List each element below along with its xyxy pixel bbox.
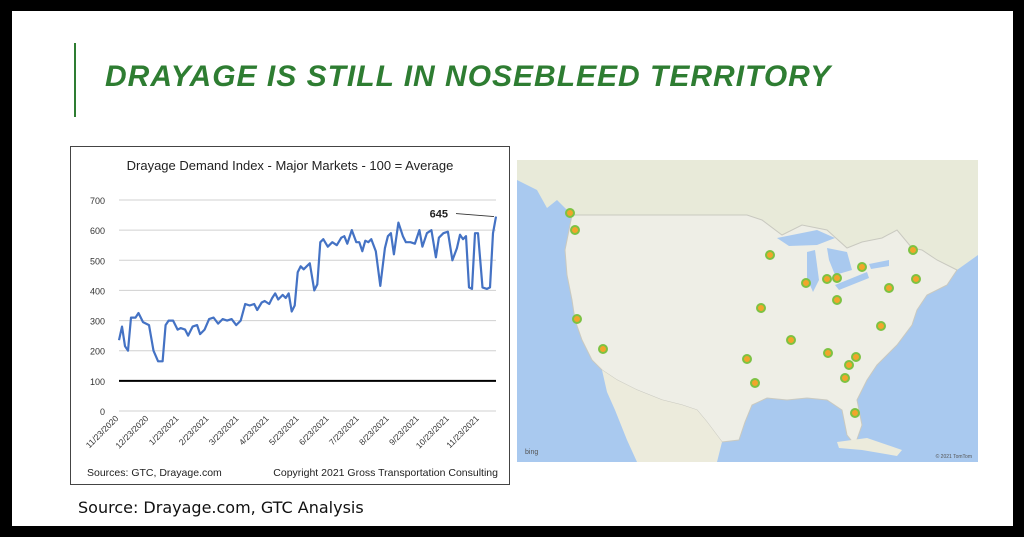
y-tick-label: 400 [90, 286, 105, 296]
market-marker[interactable] [840, 373, 850, 383]
market-marker[interactable] [850, 408, 860, 418]
y-tick-label: 300 [90, 317, 105, 327]
x-tick-label: 8/23/2021 [357, 413, 391, 447]
market-marker[interactable] [884, 283, 894, 293]
map-copyright: © 2021 TomTom [936, 453, 972, 460]
x-tick-label: 3/23/2021 [207, 413, 241, 447]
market-marker[interactable] [823, 348, 833, 358]
market-marker[interactable] [565, 208, 575, 218]
chart-footer-copyright: Copyright 2021 Gross Transportation Cons… [273, 467, 498, 479]
market-marker[interactable] [851, 352, 861, 362]
market-marker[interactable] [832, 295, 842, 305]
market-marker[interactable] [908, 245, 918, 255]
chart-panel: Drayage Demand Index - Major Markets - 1… [70, 146, 510, 485]
x-tick-label: 11/23/2021 [444, 413, 481, 450]
market-marker[interactable] [822, 274, 832, 284]
market-marker[interactable] [598, 344, 608, 354]
market-marker[interactable] [844, 360, 854, 370]
y-tick-label: 500 [90, 256, 105, 266]
chart-title: Drayage Demand Index - Major Markets - 1… [127, 158, 454, 173]
annotation-leader [455, 213, 495, 217]
market-marker[interactable] [857, 262, 867, 272]
chart-footer-sources: Sources: GTC, Drayage.com [87, 467, 222, 479]
x-tick-label: 1/23/2021 [147, 413, 181, 447]
x-tick-label: 12/23/2020 [113, 413, 150, 450]
slide: DRAYAGE IS STILL IN NOSEBLEED TERRITORY … [12, 11, 1013, 526]
x-tick-label: 2/23/2021 [177, 413, 211, 447]
lake-ontario [869, 260, 889, 269]
mexico-landmass [602, 370, 722, 462]
y-tick-label: 100 [90, 377, 105, 387]
market-marker[interactable] [801, 278, 811, 288]
market-marker[interactable] [765, 250, 775, 260]
y-tick-label: 200 [90, 347, 105, 357]
series-line-demand-index [117, 216, 498, 363]
x-tick-label: 5/23/2021 [267, 413, 301, 447]
market-marker[interactable] [572, 314, 582, 324]
lake-superior [777, 230, 835, 246]
y-tick-label: 0 [100, 407, 105, 417]
y-tick-label: 700 [90, 196, 105, 206]
x-tick-label: 7/23/2021 [327, 413, 361, 447]
cuba-landmass [837, 438, 902, 456]
market-marker[interactable] [570, 225, 580, 235]
lake-erie [835, 272, 869, 290]
market-marker[interactable] [756, 303, 766, 313]
title-accent-bar [74, 43, 76, 117]
slide-title: DRAYAGE IS STILL IN NOSEBLEED TERRITORY [105, 60, 832, 93]
bing-logo: bing [525, 449, 538, 456]
market-marker[interactable] [742, 354, 752, 364]
market-marker[interactable] [832, 273, 842, 283]
lake-huron [827, 248, 852, 275]
market-marker[interactable] [786, 335, 796, 345]
market-marker[interactable] [750, 378, 760, 388]
drayage-index-chart: Drayage Demand Index - Major Markets - 1… [84, 158, 498, 479]
map-svg: bing © 2021 TomTom [517, 160, 978, 462]
market-marker[interactable] [876, 321, 886, 331]
us-market-map[interactable]: bing © 2021 TomTom [517, 160, 978, 462]
x-tick-label: 6/23/2021 [297, 413, 331, 447]
x-tick-label: 4/23/2021 [237, 413, 271, 447]
y-tick-label: 600 [90, 226, 105, 236]
market-marker[interactable] [911, 274, 921, 284]
source-note: Source: Drayage.com, GTC Analysis [78, 498, 364, 517]
annotation-label: 645 [430, 209, 448, 221]
